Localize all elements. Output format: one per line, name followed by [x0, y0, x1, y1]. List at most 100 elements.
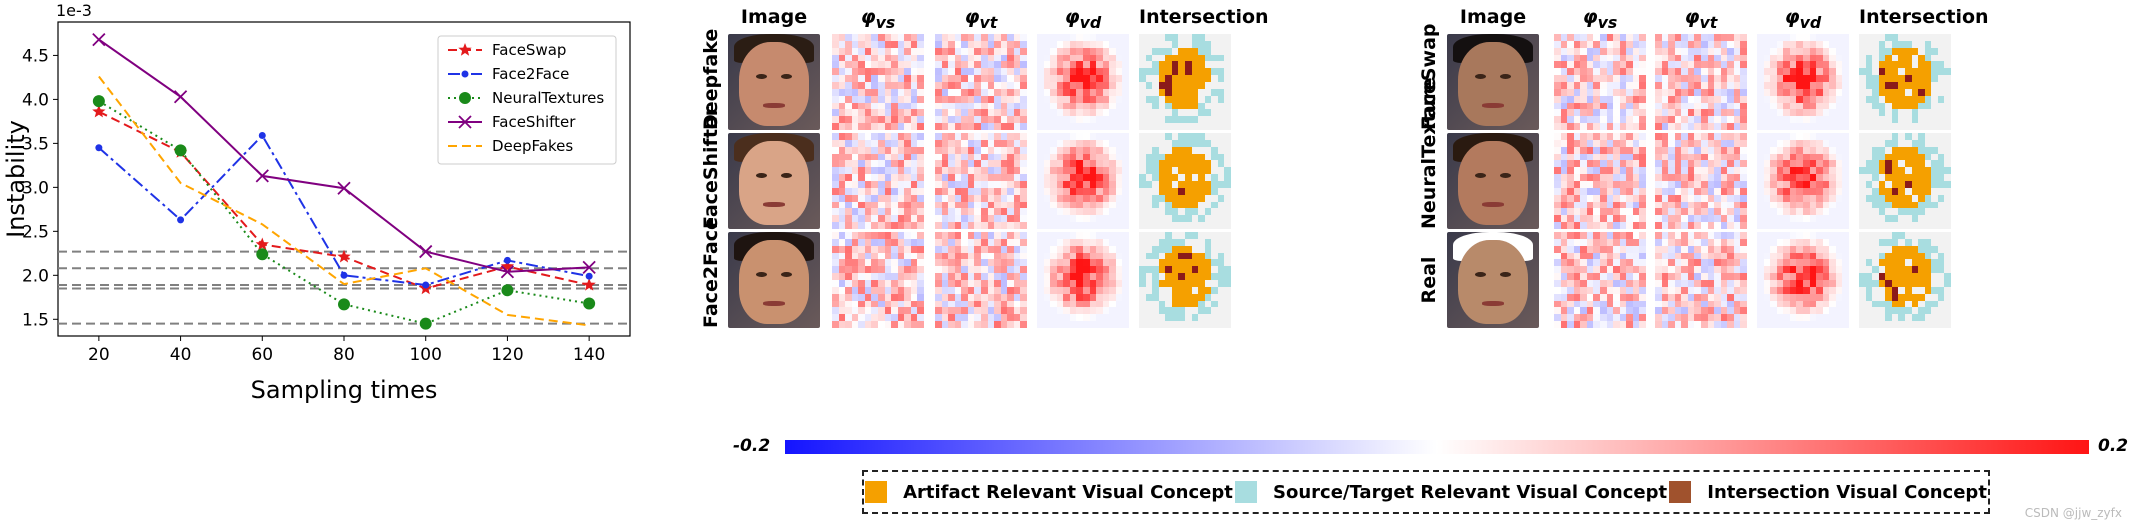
heatmap-left-1-vd — [1037, 133, 1129, 229]
heatmap-right-2-inter — [1859, 232, 1951, 328]
y-axis-label: Instability — [2, 120, 30, 238]
col-header-right-0: Image — [1459, 6, 1527, 28]
point-faceshifter-0 — [92, 32, 106, 47]
heatmap-left-2-vd — [1037, 232, 1129, 328]
point-faceshifter-6 — [582, 260, 596, 275]
point-neuraltextures-2 — [256, 248, 269, 261]
x-tick-label-3: 80 — [333, 345, 355, 365]
colorbar — [785, 440, 2089, 454]
heatmap-right-1-vs — [1554, 133, 1646, 229]
x-tick-label-4: 100 — [409, 345, 441, 365]
heatmap-left-1-vs — [832, 133, 924, 229]
heatmap-right-0-vs — [1554, 34, 1646, 130]
face-eye-right — [1500, 74, 1512, 80]
face-mouth — [1481, 103, 1505, 108]
face-image-left-2 — [728, 232, 820, 328]
face-eye-left — [1474, 173, 1486, 179]
face-eye-right — [1500, 173, 1512, 179]
watermark: CSDN @jjw_zyfx — [2024, 506, 2122, 520]
heatmap-right-0-vt — [1655, 34, 1747, 130]
point-faceshifter-4 — [419, 244, 433, 259]
legend-item-artifact: Artifact Relevant Visual Concept — [865, 481, 1233, 503]
heatmap-right-1-inter — [1859, 133, 1951, 229]
col-header-left-0: Image — [740, 6, 808, 28]
point-face2face-4 — [422, 281, 430, 289]
x-tick-label-1: 40 — [170, 345, 192, 365]
legend-item-source-target: Source/Target Relevant Visual Concept — [1235, 481, 1667, 503]
face-skin — [1458, 140, 1528, 226]
heatmap-right-1-vd — [1757, 133, 1849, 229]
row-label-left-2: Face2Face — [700, 217, 722, 328]
legend-swatch-intersection — [1669, 481, 1692, 503]
heatmap-right-1-vt — [1655, 133, 1747, 229]
point-faceshifter-3 — [337, 181, 351, 195]
legend-label-source-target: Source/Target Relevant Visual Concept — [1273, 481, 1668, 503]
face-eye-left — [755, 74, 767, 80]
heatmap-left-1-vt — [935, 133, 1027, 229]
heatmap-left-0-inter — [1139, 34, 1231, 130]
face-eye-right — [781, 272, 793, 278]
face-mouth — [1481, 202, 1505, 207]
point-neuraltextures-6 — [583, 297, 596, 310]
point-neuraltextures-3 — [338, 298, 350, 311]
heatmap-right-2-vt — [1655, 232, 1747, 328]
legend-label-faceswap: FaceSwap — [492, 41, 566, 59]
point-faceshifter-1 — [173, 90, 188, 104]
legend-label-deepfakes: DeepFakes — [492, 137, 573, 155]
x-tick-label-2: 60 — [251, 345, 273, 365]
y-tick-label-6: 4.5 — [22, 46, 49, 66]
legend-marker-faceswap — [458, 43, 472, 56]
y-tick-label-3: 3.0 — [22, 178, 49, 198]
chart-legend-box — [437, 35, 617, 165]
x-tick-label-0: 20 — [88, 345, 110, 365]
face-skin — [739, 140, 809, 226]
heatmap-right-2-vd — [1757, 232, 1849, 328]
point-faceswap-3 — [337, 249, 351, 263]
face-mouth — [762, 103, 786, 108]
face-image-left-1 — [728, 133, 820, 229]
legend-label-artifact: Artifact Relevant Visual Concept — [903, 481, 1233, 503]
heatmap-left-1-inter — [1139, 133, 1231, 229]
heatmap-right-0-inter — [1859, 34, 1951, 130]
legend-label-faceshifter: FaceShifter — [492, 113, 576, 131]
point-faceswap-5 — [500, 259, 515, 273]
point-neuraltextures-1 — [174, 144, 187, 157]
col-header-right-2: φvt — [1684, 6, 1718, 32]
row-label-right-1: NeuralTexture — [1418, 77, 1440, 229]
colorbar-max-label: 0.2 — [2098, 436, 2129, 456]
face-eye-right — [1500, 272, 1512, 278]
legend-label-neuraltextures: NeuralTextures — [492, 89, 604, 107]
y-tick-label-2: 2.5 — [22, 222, 49, 242]
heatmap-right-2-vs — [1554, 232, 1646, 328]
col-header-right-3: φvd — [1784, 6, 1822, 32]
col-header-left-4: Intersection — [1139, 6, 1269, 28]
face-eye-left — [1474, 74, 1486, 80]
x-tick-label-6: 140 — [573, 345, 605, 365]
point-faceswap-6 — [582, 278, 596, 291]
point-face2face-1 — [177, 216, 185, 224]
heatmap-left-0-vt — [935, 34, 1027, 130]
col-header-left-3: φvd — [1064, 6, 1102, 32]
face-skin — [1458, 239, 1528, 325]
col-header-left-2: φvt — [964, 6, 998, 32]
y-tick-label-5: 4.0 — [22, 90, 49, 110]
y-scale-label: 1e-3 — [56, 1, 92, 20]
face-image-right-0 — [1447, 34, 1539, 130]
face-eye-left — [755, 173, 767, 179]
heatmap-left-2-vs — [832, 232, 924, 328]
point-face2face-2 — [258, 131, 266, 139]
col-header-right-1: φvs — [1582, 6, 1618, 32]
col-header-right-4: Intersection — [1859, 6, 1989, 28]
face-image-right-1 — [1447, 133, 1539, 229]
face-image-left-0 — [728, 34, 820, 130]
legend-item-intersection: Intersection Visual Concept — [1669, 481, 1987, 503]
face-image-right-2 — [1447, 232, 1539, 328]
point-faceswap-0 — [92, 104, 106, 118]
heatmap-left-2-inter — [1139, 232, 1231, 328]
concept-legend: Artifact Relevant Visual Concept Source/… — [862, 470, 1990, 514]
point-faceshifter-2 — [255, 169, 269, 183]
heatmap-right-0-vd — [1757, 34, 1849, 130]
y-tick-label-0: 1.5 — [22, 310, 49, 330]
instability-line-chart: 20 40 60 80 100 120 140 1.5 2.0 2.5 3.0 3.5 4.0 4.5 1e… — [2, 1, 631, 404]
face-skin — [1458, 41, 1528, 127]
